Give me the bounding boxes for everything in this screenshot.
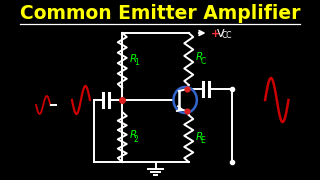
- Text: +: +: [211, 28, 220, 39]
- Text: 1: 1: [134, 58, 139, 67]
- Text: R: R: [196, 132, 203, 141]
- Text: Common Emitter Amplifier: Common Emitter Amplifier: [20, 3, 300, 22]
- Text: R: R: [130, 53, 137, 64]
- Text: C: C: [200, 57, 206, 66]
- Text: R: R: [196, 52, 203, 62]
- Text: E: E: [200, 136, 205, 145]
- Text: V: V: [217, 28, 224, 39]
- Text: 2: 2: [134, 134, 139, 143]
- Text: R: R: [130, 130, 137, 140]
- Text: CC: CC: [222, 31, 233, 40]
